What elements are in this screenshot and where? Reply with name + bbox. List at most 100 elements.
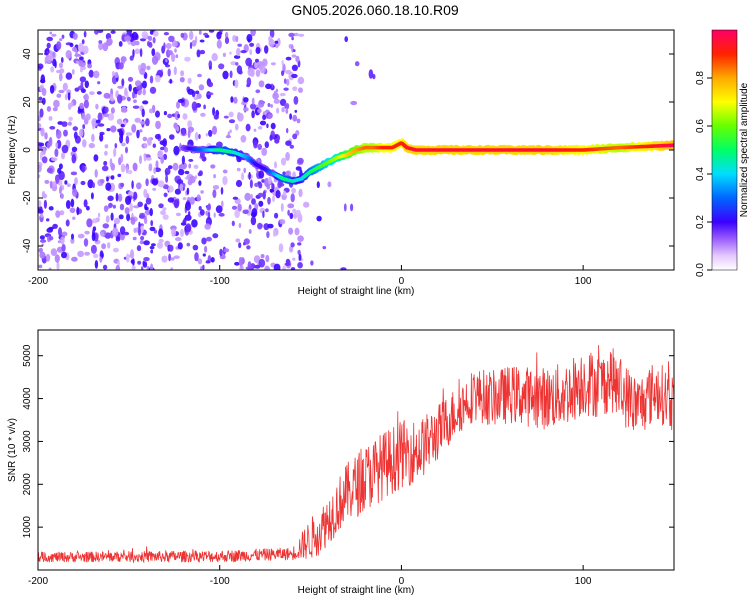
noise-blob	[200, 112, 206, 117]
noise-blob	[64, 180, 68, 185]
noise-blob	[136, 85, 143, 91]
noise-blob	[215, 205, 223, 214]
noise-blob	[94, 260, 99, 269]
noise-blob	[184, 56, 191, 62]
noise-blob	[93, 70, 100, 79]
noise-blob	[68, 116, 73, 122]
noise-blob	[132, 258, 135, 266]
noise-blob	[83, 30, 87, 38]
noise-blob	[298, 188, 303, 198]
noise-blob	[213, 174, 216, 179]
noise-blob	[128, 83, 132, 92]
noise-blob	[167, 165, 173, 170]
noise-blob	[232, 35, 237, 42]
noise-blob	[132, 49, 135, 58]
noise-blob	[155, 160, 159, 170]
noise-blob	[119, 226, 126, 235]
noise-blob	[103, 205, 109, 213]
noise-blob	[96, 91, 102, 95]
noise-blob	[71, 154, 77, 164]
noise-blob	[236, 167, 241, 172]
noise-blob	[259, 120, 267, 126]
noise-blob	[148, 163, 153, 172]
noise-blob	[95, 103, 99, 110]
y-tick-label: 2000	[22, 473, 33, 496]
noise-blob	[249, 42, 255, 47]
noise-blob	[132, 105, 140, 109]
noise-blob	[87, 63, 92, 69]
noise-blob	[151, 243, 156, 247]
noise-blob	[81, 112, 86, 120]
noise-blob	[92, 226, 97, 231]
noise-blob	[141, 108, 145, 118]
noise-blob	[126, 213, 131, 222]
noise-blob	[146, 65, 151, 71]
noise-blob	[91, 218, 98, 224]
noise-blob	[229, 51, 232, 55]
noise-blob	[202, 264, 205, 270]
noise-blob	[185, 201, 191, 211]
noise-blob	[131, 265, 136, 270]
noise-blob	[41, 156, 48, 164]
noise-blob	[134, 117, 141, 123]
x-tick-label: -200	[28, 276, 48, 287]
noise-blob	[208, 30, 215, 33]
noise-blob	[80, 68, 83, 73]
noise-blob	[198, 84, 205, 91]
noise-blob	[212, 107, 216, 116]
noise-blob	[97, 81, 101, 85]
noise-blob	[289, 212, 294, 220]
noise-blob	[61, 121, 68, 127]
noise-blob	[140, 225, 144, 234]
noise-blob	[278, 243, 284, 253]
noise-blob	[101, 165, 109, 172]
noise-blob	[153, 30, 159, 37]
noise-blob	[184, 170, 190, 175]
noise-blob	[86, 218, 93, 228]
noise-blob	[132, 191, 138, 200]
noise-blob	[254, 61, 259, 69]
noise-blob	[262, 210, 265, 218]
noise-blob	[148, 41, 153, 48]
noise-blob	[255, 89, 261, 94]
noise-blob	[126, 96, 131, 102]
noise-blob	[163, 32, 169, 36]
noise-blob	[195, 90, 200, 95]
noise-blob	[216, 39, 222, 49]
noise-blob	[104, 144, 109, 149]
spectrogram-y-label: Frequency (Hz)	[7, 116, 18, 185]
noise-blob	[87, 179, 94, 189]
noise-blob	[71, 233, 74, 240]
noise-blob	[117, 260, 120, 267]
noise-blob	[286, 127, 289, 134]
noise-blob	[136, 245, 142, 252]
noise-blob	[167, 185, 174, 193]
noise-blob	[285, 140, 292, 146]
noise-blob	[291, 73, 298, 79]
noise-blob	[281, 70, 285, 76]
noise-blob	[155, 110, 160, 118]
noise-blob	[297, 76, 305, 85]
noise-blob	[120, 107, 128, 113]
noise-blob	[272, 195, 275, 203]
noise-blob	[161, 255, 168, 263]
noise-blob	[62, 82, 68, 91]
noise-blob	[83, 93, 89, 102]
noise-blob	[58, 163, 63, 170]
noise-blob	[38, 122, 42, 129]
noise-blob	[120, 163, 126, 173]
noise-blob	[165, 43, 172, 49]
noise-blob	[212, 125, 217, 135]
noise-blob	[264, 265, 271, 270]
noise-blob	[162, 184, 169, 190]
noise-blob	[67, 102, 72, 111]
noise-blob	[235, 62, 239, 66]
noise-blob	[110, 125, 117, 133]
noise-blob	[187, 77, 192, 84]
noise-blob	[52, 107, 58, 112]
noise-blob	[141, 266, 144, 270]
noise-blob	[258, 170, 265, 179]
snr-frame	[37, 329, 675, 571]
noise-blob	[285, 170, 290, 177]
